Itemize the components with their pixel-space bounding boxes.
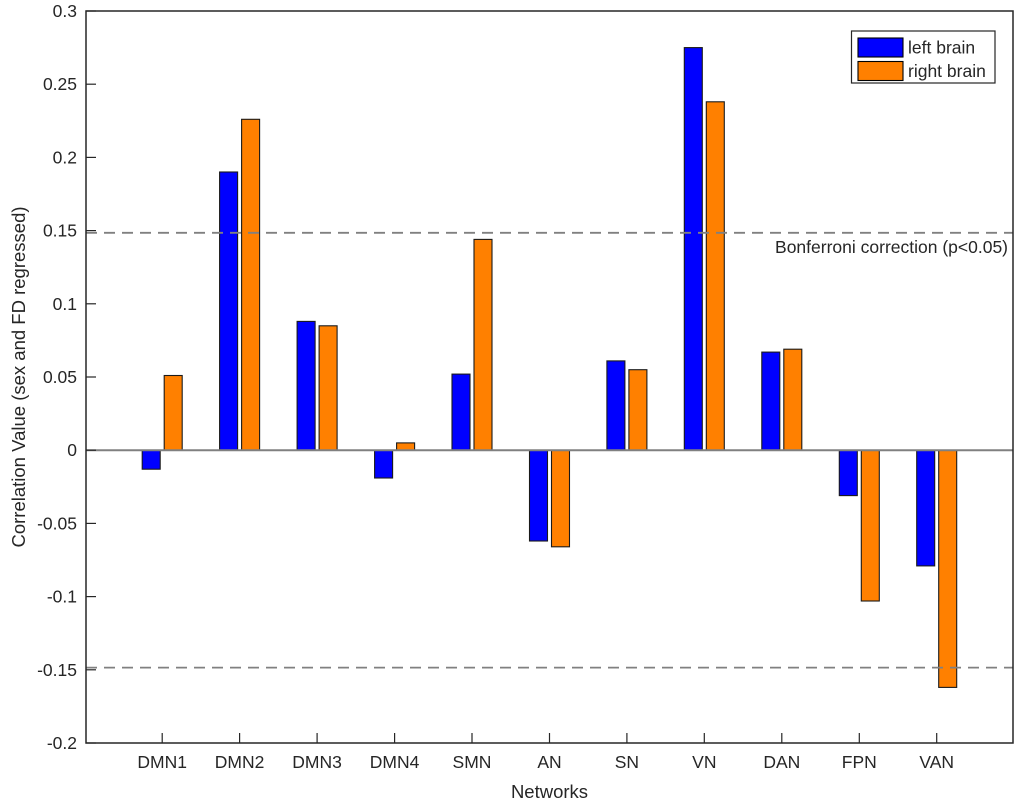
y-tick-label: -0.05: [37, 513, 77, 533]
y-tick-label: 0.25: [43, 74, 77, 94]
bar-left-brain-SN: [606, 360, 626, 451]
bar-right-brain-DMN3: [318, 325, 338, 451]
y-tick-label: -0.15: [37, 660, 77, 680]
x-tick-label-DAN: DAN: [763, 752, 800, 772]
x-tick-label-DMN2: DMN2: [215, 752, 265, 772]
bar-right-brain-DMN4: [396, 442, 416, 451]
x-tick-label-SN: SN: [615, 752, 639, 772]
y-tick-label: 0: [67, 440, 77, 460]
x-tick-label-VAN: VAN: [919, 752, 954, 772]
bar-right-brain-SMN: [473, 238, 493, 451]
bar-left-brain-VN: [683, 47, 703, 451]
bar-right-brain-VN: [705, 101, 725, 451]
bar-left-brain-SMN: [451, 373, 471, 451]
y-tick-label: -0.1: [47, 587, 77, 607]
y-tick-label: 0.1: [53, 294, 77, 314]
x-tick-label-SMN: SMN: [453, 752, 492, 772]
y-tick-label: 0.3: [53, 1, 77, 21]
bar-right-brain-DAN: [783, 348, 803, 451]
bars-group: [141, 47, 958, 688]
bar-left-brain-DMN1: [141, 449, 161, 470]
x-tick-label-AN: AN: [537, 752, 561, 772]
x-tick-label-DMN1: DMN1: [137, 752, 187, 772]
bar-right-brain-SN: [628, 369, 648, 451]
legend-label: left brain: [908, 38, 975, 58]
legend: left brain right brain: [850, 30, 996, 84]
bar-left-brain-DMN4: [374, 449, 394, 479]
x-tick-label-VN: VN: [692, 752, 716, 772]
y-tick-label: 0.15: [43, 221, 77, 241]
y-tick-label: 0.05: [43, 367, 77, 387]
bar-right-brain-DMN2: [241, 118, 261, 451]
legend-swatch-left-brain: [857, 37, 904, 58]
bar-left-brain-VAN: [916, 449, 936, 567]
bar-left-brain-DMN2: [219, 171, 239, 451]
bar-right-brain-AN: [550, 449, 571, 548]
bar-right-brain-VAN: [938, 449, 958, 688]
x-tick-label-DMN3: DMN3: [292, 752, 342, 772]
threshold-annotation: Bonferroni correction (p<0.05): [775, 237, 1008, 257]
bar-right-brain-FPN: [860, 449, 880, 602]
legend-swatch-right-brain: [857, 60, 904, 82]
bar-right-brain-DMN1: [163, 374, 183, 451]
y-axis-label: Correlation Value (sex and FD regressed): [8, 206, 29, 547]
bar-left-brain-AN: [528, 449, 549, 542]
bar-left-brain-DMN3: [296, 320, 316, 451]
x-axis-label: Networks: [511, 781, 588, 802]
x-tick-label-FPN: FPN: [842, 752, 877, 772]
bar-left-brain-DAN: [761, 351, 781, 451]
bar-left-brain-FPN: [838, 449, 858, 497]
y-tick-label: 0.2: [53, 147, 77, 167]
x-tick-label-DMN4: DMN4: [370, 752, 420, 772]
legend-label: right brain: [908, 61, 986, 81]
y-tick-label: -0.2: [47, 733, 77, 753]
